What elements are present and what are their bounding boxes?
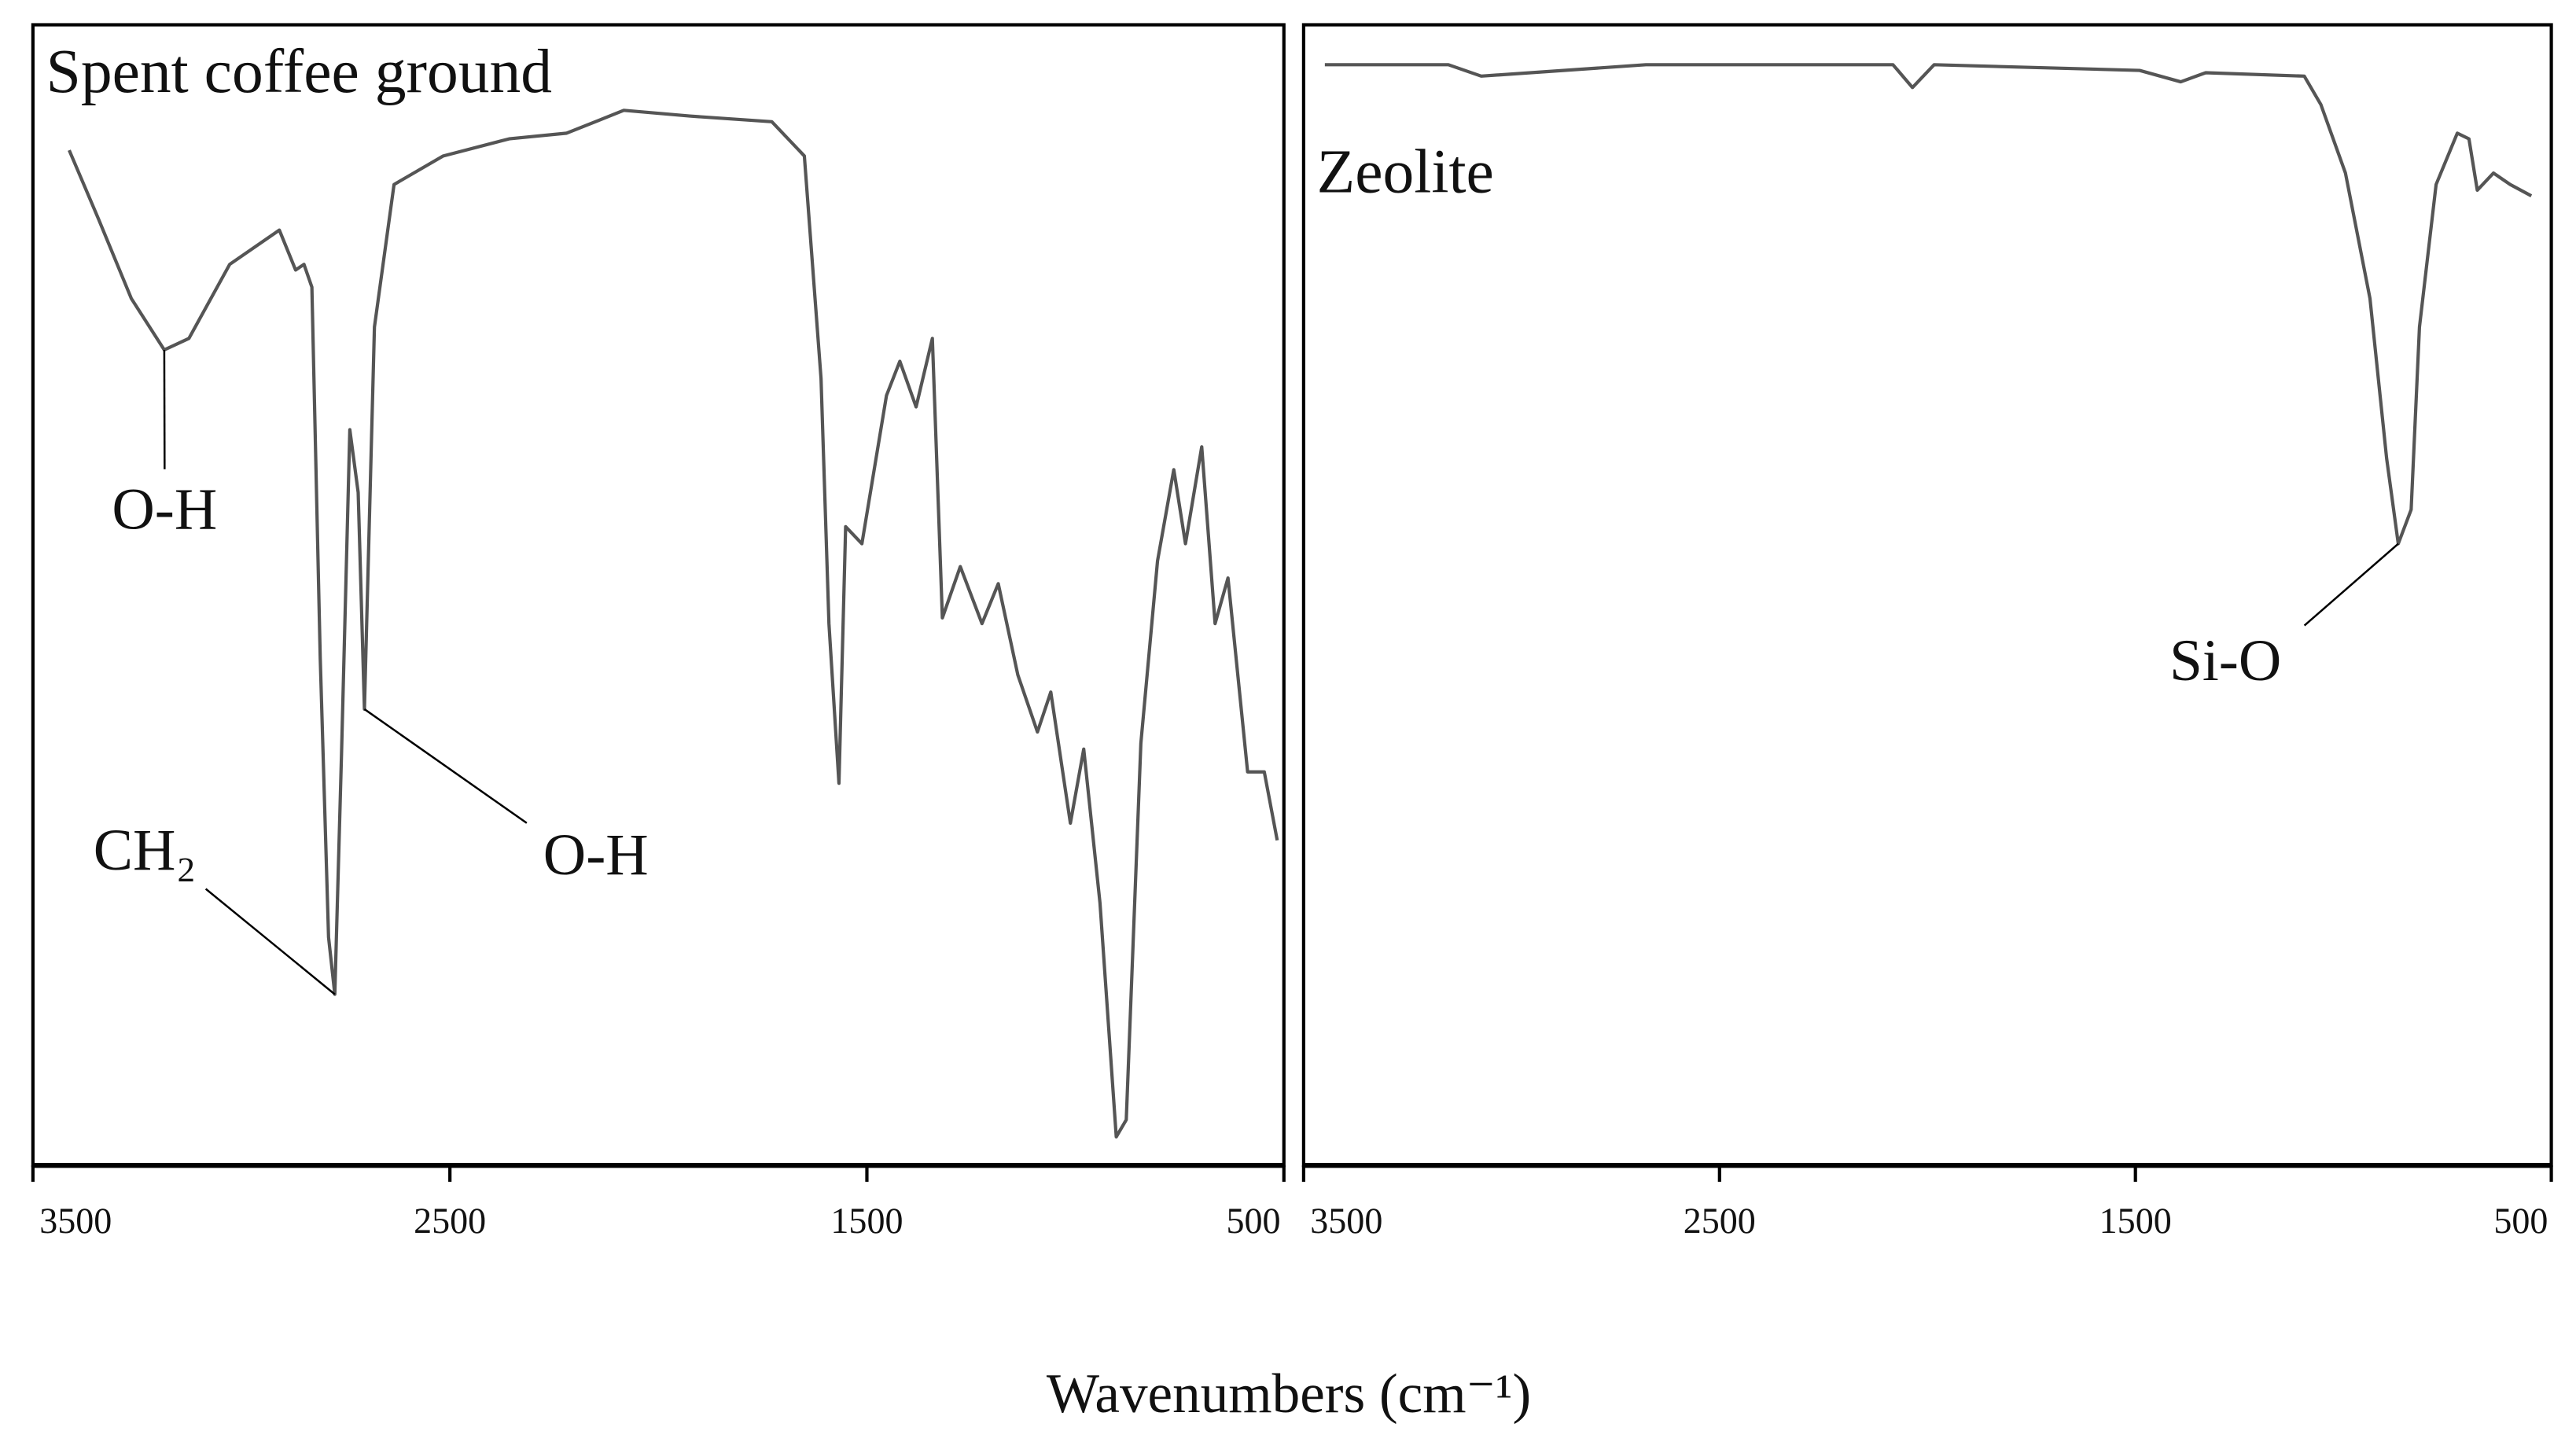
annotation-label: CH₂ bbox=[94, 818, 197, 883]
x-tick-label: 2500 bbox=[414, 1201, 486, 1241]
x-tick-label: 1500 bbox=[2099, 1201, 2172, 1241]
annotation-leader bbox=[204, 888, 336, 995]
x-tick-label: 3500 bbox=[1310, 1201, 1382, 1241]
annotation-label: Si-O bbox=[2169, 628, 2281, 693]
annotation-leader bbox=[363, 708, 528, 824]
x-tick-label: 2500 bbox=[1684, 1201, 1756, 1241]
spectrum-line bbox=[1324, 63, 2533, 546]
x-axis-label: Wavenumbers (cm⁻¹) bbox=[1047, 1363, 1531, 1425]
x-tick-label: 500 bbox=[2493, 1201, 2548, 1241]
x-tick-label: 1500 bbox=[830, 1201, 903, 1241]
x-tick-label: 500 bbox=[1227, 1201, 1281, 1241]
panel-title: Zeolite bbox=[1317, 137, 1494, 206]
x-tick-label: 3500 bbox=[39, 1201, 112, 1241]
annotation-leader bbox=[2303, 543, 2399, 627]
panel-title: Spent coffee ground bbox=[46, 37, 552, 106]
annotation-label: O-H bbox=[112, 477, 217, 543]
annotation-label: O-H bbox=[543, 822, 649, 888]
spectrum-line bbox=[68, 109, 1279, 1139]
plot-frame bbox=[31, 23, 1286, 1168]
